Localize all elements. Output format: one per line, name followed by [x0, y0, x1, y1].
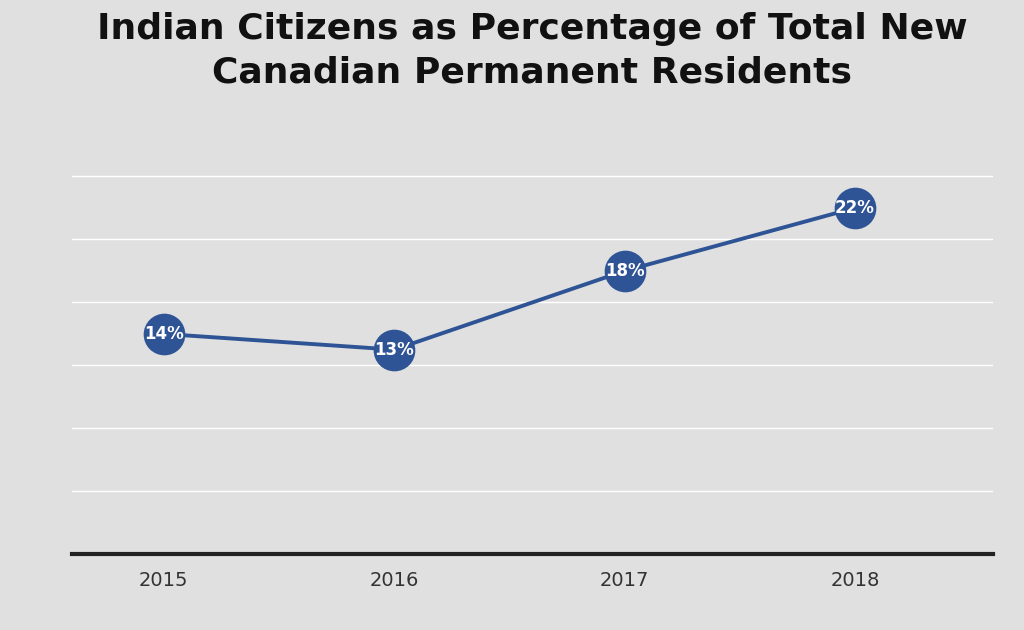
Point — [847, 203, 863, 213]
Point — [386, 345, 402, 355]
Text: 22%: 22% — [836, 199, 874, 217]
Point — [616, 266, 633, 276]
Point — [156, 329, 172, 339]
Text: 14%: 14% — [144, 325, 183, 343]
Title: Indian Citizens as Percentage of Total New
Canadian Permanent Residents: Indian Citizens as Percentage of Total N… — [97, 13, 968, 90]
Text: 13%: 13% — [375, 341, 414, 358]
Text: 18%: 18% — [605, 262, 644, 280]
